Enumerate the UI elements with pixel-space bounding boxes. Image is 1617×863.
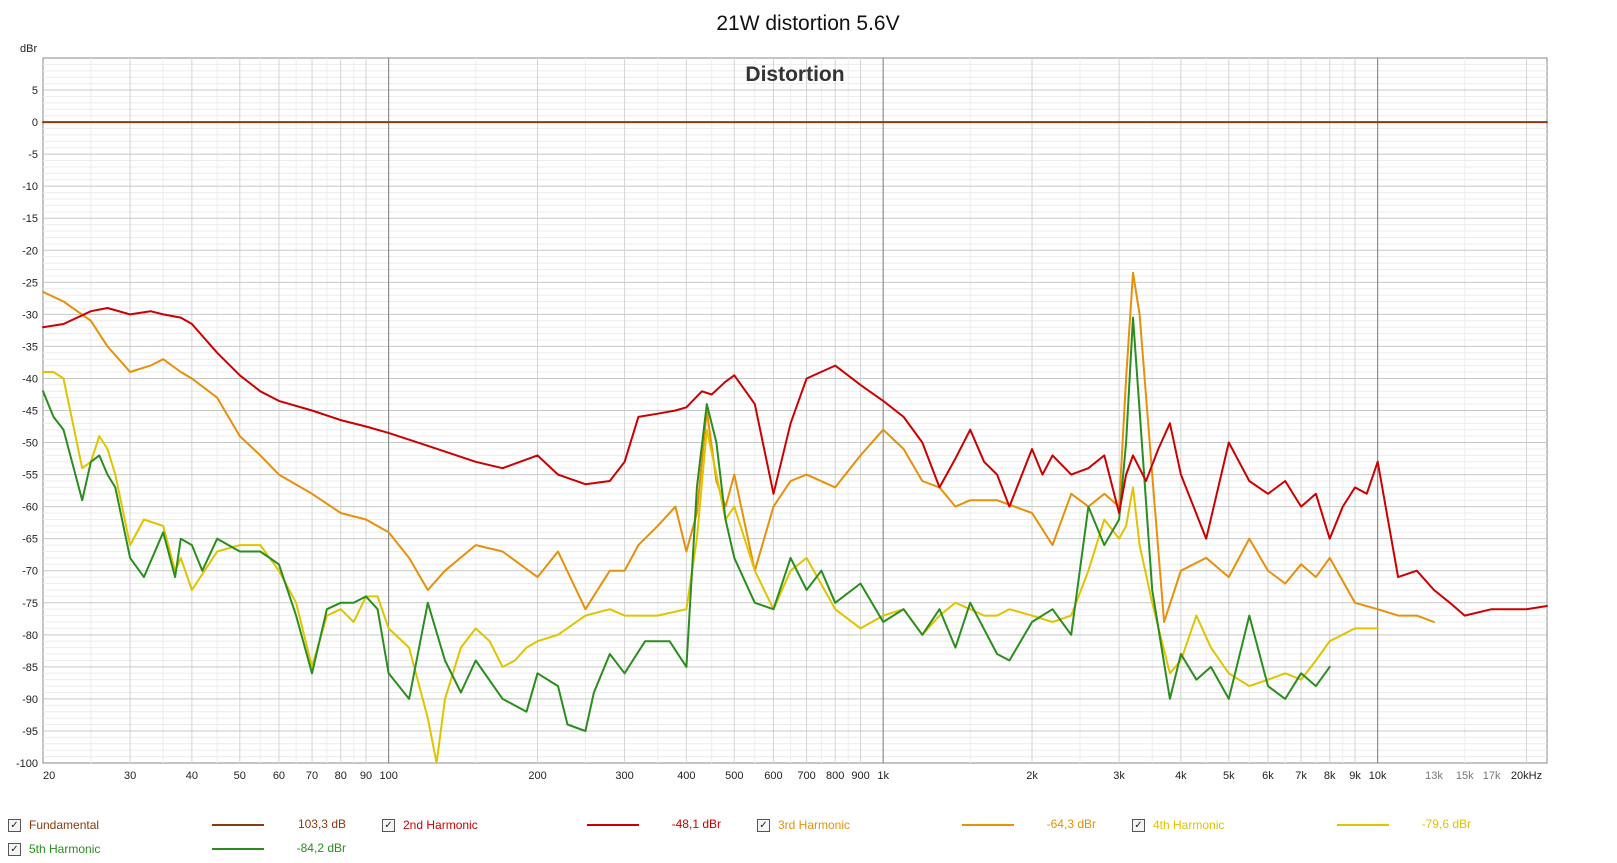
y-tick-label: -10 (22, 181, 38, 193)
x-tick-label: 900 (851, 770, 869, 782)
legend-swatch (212, 848, 264, 850)
x-tick-labels: 20 30 40 50 60 70 80 90 100 200 300 400 500 600 700 800… (43, 770, 1542, 782)
legend-value: -64,3 dBr (1046, 817, 1096, 831)
y-tick-label: -85 (22, 662, 38, 674)
distortion-chart: 21W distortion 5.6V dBr 50-5-10-15-20-25… (16, 12, 1548, 782)
x-tick-label: 30 (124, 770, 136, 782)
x-tick-label: 90 (360, 770, 372, 782)
legend-value: -79,6 dBr (1421, 817, 1471, 831)
legend-item-5th-harmonic[interactable]: ✓ 5th Harmonic (8, 839, 100, 859)
y-tick-label: -40 (22, 373, 38, 385)
y-tick-label: -25 (22, 277, 38, 289)
x-tick-label: 7k (1295, 770, 1307, 782)
x-tick-label: 60 (273, 770, 285, 782)
legend-checkbox-3rd-harmonic[interactable]: ✓ (757, 818, 770, 832)
x-tick-label: 20kHz (1511, 770, 1542, 782)
y-tick-label: -20 (22, 245, 38, 257)
y-tick-label: -95 (22, 726, 38, 738)
series-line-2nd-harmonic (42, 307, 1548, 617)
x-tick-label: 2k (1026, 770, 1038, 782)
x-tick-label: 1k (877, 770, 889, 782)
legend-item-3rd-harmonic[interactable]: ✓ 3rd Harmonic (757, 815, 850, 835)
legend-label: 5th Harmonic (29, 842, 101, 856)
y-tick-label: -50 (22, 438, 38, 450)
y-tick-label: 5 (32, 85, 38, 97)
x-tick-label: 600 (764, 770, 782, 782)
x-tick-label: 8k (1324, 770, 1336, 782)
x-tick-label: 800 (826, 770, 844, 782)
x-tick-label: 50 (234, 770, 246, 782)
legend-item-4th-harmonic[interactable]: ✓ 4th Harmonic (1132, 815, 1224, 835)
legend-item-fundamental[interactable]: ✓ Fundamental (8, 815, 99, 835)
x-tick-label: 13k (1425, 770, 1443, 782)
x-tick-label: 3k (1113, 770, 1125, 782)
y-tick-label: -15 (22, 213, 38, 225)
x-tick-label: 5k (1223, 770, 1235, 782)
legend-label: Fundamental (29, 818, 100, 832)
legend-checkbox-4th-harmonic[interactable]: ✓ (1132, 818, 1145, 832)
x-tick-label: 20 (43, 770, 55, 782)
legend-value: 103,3 dB (297, 817, 346, 831)
y-tick-label: -90 (22, 694, 38, 706)
x-tick-label: 9k (1349, 770, 1361, 782)
y-tick-label: -45 (22, 406, 38, 418)
plot-inner-title: Distortion (745, 63, 844, 86)
legend-item-2nd-harmonic[interactable]: ✓ 2nd Harmonic (382, 815, 478, 835)
y-tick-labels: 5 0 -5 -10 -15 -20 -25 -30 -35 -40 -45 -50 -55 -60 -65… (16, 85, 38, 770)
x-tick-label: 400 (677, 770, 695, 782)
y-tick-label: -55 (22, 470, 38, 482)
legend-swatch (962, 824, 1014, 826)
y-tick-label: 0 (32, 117, 38, 129)
y-tick-label: -35 (22, 341, 38, 353)
x-tick-label: 200 (528, 770, 546, 782)
x-tick-label: 700 (797, 770, 815, 782)
x-tick-label: 10k (1369, 770, 1387, 782)
legend-value: -48,1 dBr (671, 817, 721, 831)
x-tick-label: 40 (186, 770, 198, 782)
series-line-5th-harmonic (42, 316, 1331, 732)
y-tick-label: -70 (22, 566, 38, 578)
x-tick-label: 500 (725, 770, 743, 782)
legend-swatch (587, 824, 639, 826)
legend: ✓ Fundamental 103,3 dB ✓ 2nd Harmonic -4… (0, 815, 1617, 863)
x-tick-label: 17k (1483, 770, 1501, 782)
legend-label: 2nd Harmonic (403, 818, 478, 832)
x-tick-label: 15k (1456, 770, 1474, 782)
x-tick-label: 4k (1175, 770, 1187, 782)
x-tick-label: 6k (1262, 770, 1274, 782)
y-tick-label: -60 (22, 502, 38, 514)
x-tick-label: 70 (306, 770, 318, 782)
y-tick-label: -80 (22, 630, 38, 642)
y-axis-unit-label: dBr (20, 43, 37, 55)
legend-label: 3rd Harmonic (778, 818, 851, 832)
x-tick-label: 300 (615, 770, 633, 782)
legend-value: -84,2 dBr (296, 841, 346, 855)
legend-label: 4th Harmonic (1153, 818, 1225, 832)
y-tick-label: -100 (16, 758, 38, 770)
y-tick-label: -5 (28, 149, 38, 161)
chart-title: 21W distortion 5.6V (716, 12, 899, 35)
y-tick-label: -75 (22, 598, 38, 610)
series-line-3rd-harmonic (42, 271, 1435, 623)
legend-checkbox-5th-harmonic[interactable]: ✓ (8, 842, 21, 856)
y-tick-label: -65 (22, 534, 38, 546)
legend-swatch (212, 824, 264, 826)
legend-checkbox-fundamental[interactable]: ✓ (8, 818, 21, 832)
series-lines (42, 121, 1548, 764)
y-tick-label: -30 (22, 309, 38, 321)
x-tick-label: 80 (335, 770, 347, 782)
legend-swatch (1337, 824, 1389, 826)
legend-checkbox-2nd-harmonic[interactable]: ✓ (382, 818, 395, 832)
x-tick-label: 100 (379, 770, 397, 782)
